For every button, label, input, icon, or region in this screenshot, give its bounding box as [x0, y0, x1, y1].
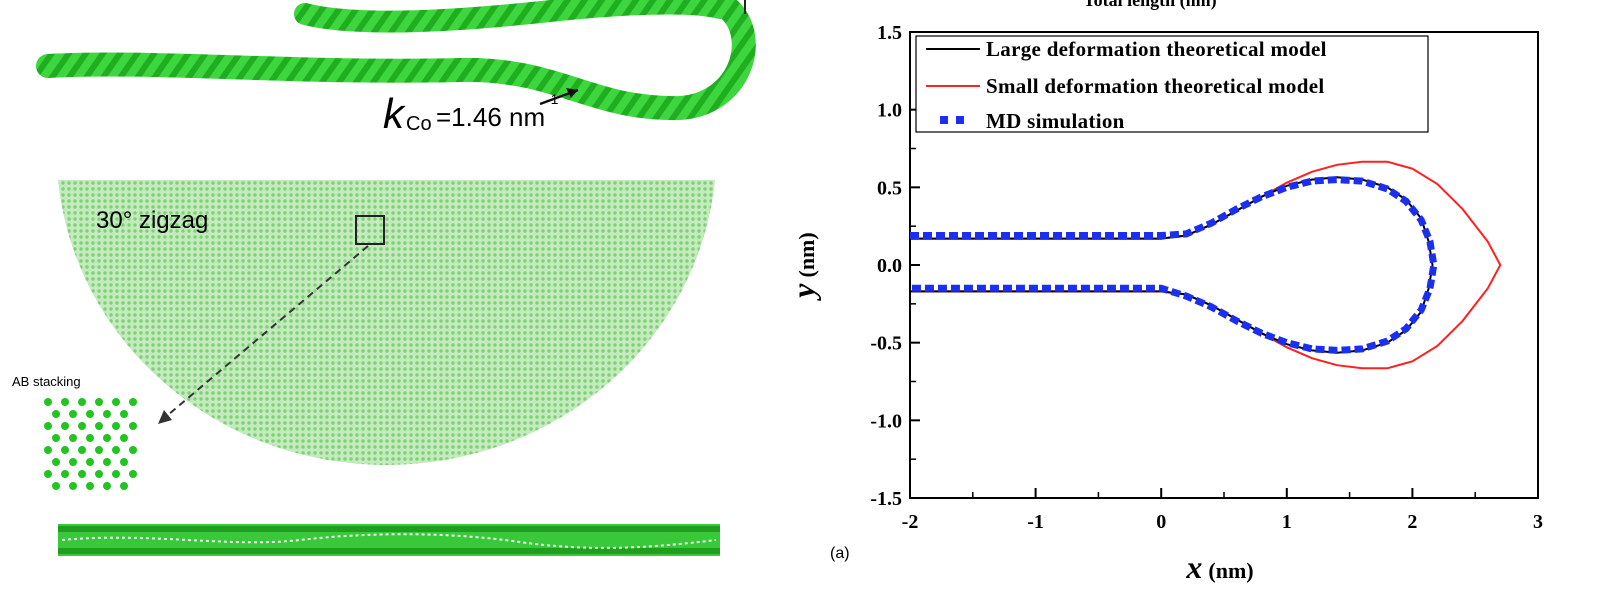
y-tick-label: -1.0 [870, 410, 902, 432]
x-tick-label: -1 [1027, 511, 1044, 533]
lattice-atom [44, 398, 52, 406]
legend-label-md: MD simulation [986, 109, 1125, 133]
flat-bilayer-ribbon [58, 524, 720, 556]
x-axis: -2 -1 0 1 2 3 [902, 488, 1543, 533]
y-axis-unit: (nm) [794, 232, 819, 277]
y-tick-label: -0.5 [870, 333, 902, 355]
y-axis: 1.5 1.0 0.5 0.0 -0.5 -1.0 -1.5 [870, 22, 920, 510]
lattice-atom [44, 446, 52, 454]
x-tick-label: -2 [902, 511, 919, 533]
curvature-arrowhead [566, 88, 578, 98]
lattice-atom [69, 410, 77, 418]
series-md-simulation [910, 176, 1438, 354]
lattice-atom [86, 482, 94, 490]
loop-profile-chart: Total length (nm) 1.5 1.0 0.5 0.0 -0.5 -1.0 -1… [785, 0, 1543, 585]
lattice-atom [103, 410, 111, 418]
lattice-atom [44, 470, 52, 478]
lattice-atom [44, 422, 52, 430]
svg-text:x(nm): x (nm) [1185, 549, 1253, 585]
y-tick-label: 1.5 [877, 22, 902, 44]
lattice-atom [112, 398, 120, 406]
lattice-atom [112, 470, 120, 478]
lattice-atom [61, 446, 69, 454]
lattice-atom [120, 434, 128, 442]
lattice-atom [86, 434, 94, 442]
lattice-atom [52, 410, 60, 418]
svg-text:y(nm): y (nm) [785, 232, 821, 301]
half-disc-flake: 30° zigzag [58, 180, 715, 465]
lattice-atom [103, 434, 111, 442]
lattice-atom [78, 470, 86, 478]
x-axis-title: x (nm) [1185, 549, 1253, 585]
zoom-arrowhead [158, 410, 172, 424]
legend-swatch-md-1 [940, 116, 948, 124]
lattice-atom [129, 422, 137, 430]
series-small-deformation [910, 160, 1502, 370]
x-tick-label: 1 [1282, 511, 1292, 533]
y-tick-label: 0.0 [877, 255, 902, 277]
lattice-atom [129, 446, 137, 454]
legend-label-small: Small deformation theoretical model [986, 74, 1324, 98]
lattice-atom [61, 422, 69, 430]
lattice-atom [69, 434, 77, 442]
lattice-atom [61, 470, 69, 478]
lattice-atom [95, 422, 103, 430]
lattice-atom [120, 410, 128, 418]
lattice-atom [129, 470, 137, 478]
molecular-illustration: k Co =1.46 nm -1 30° zigzag AB stacking [12, 0, 756, 556]
ab-lattice [44, 398, 137, 490]
inset-label: AB stacking [12, 374, 81, 389]
x-axis-unit: (nm) [1208, 558, 1253, 583]
curvature-symbol: k [383, 90, 406, 137]
lattice-atom [112, 446, 120, 454]
lattice-atom [95, 446, 103, 454]
zoom-box [355, 215, 385, 245]
lattice-atom [52, 482, 60, 490]
lattice-atom [120, 458, 128, 466]
series-layer [910, 160, 1502, 370]
lattice-atom [112, 422, 120, 430]
lattice-atom [61, 398, 69, 406]
flake-label: 30° zigzag [96, 207, 208, 234]
x-axis-symbol: x [1185, 549, 1202, 585]
curvature-annotation: k Co =1.46 nm -1 [383, 88, 579, 137]
lattice-atom [120, 482, 128, 490]
lattice-atom [129, 398, 137, 406]
lattice-atom [52, 434, 60, 442]
panel-tag: (a) [830, 545, 850, 562]
molecular-illustration-panel: k Co =1.46 nm -1 30° zigzag AB stacking [0, 0, 780, 600]
zoom-arrow [161, 245, 369, 421]
x-tick-label: 0 [1156, 511, 1166, 533]
legend: Large deformation theoretical model Smal… [915, 35, 1429, 133]
x-tick-label: 2 [1407, 511, 1417, 533]
legend-box [915, 35, 1429, 133]
legend-swatch-md-2 [956, 116, 964, 124]
y-tick-label: 1.0 [877, 100, 902, 122]
legend-label-large: Large deformation theoretical model [986, 37, 1327, 61]
lattice-atom [95, 470, 103, 478]
lattice-atom [78, 398, 86, 406]
y-tick-label: 0.5 [877, 177, 902, 199]
lattice-atom [95, 398, 103, 406]
lattice-atom [52, 458, 60, 466]
y-tick-label: -1.5 [870, 488, 902, 510]
y-axis-symbol: y [785, 283, 821, 302]
lattice-atom [78, 422, 86, 430]
y-axis-title: y (nm) [785, 232, 821, 301]
lattice-atom [103, 458, 111, 466]
lattice-atom [69, 458, 77, 466]
lattice-atom [86, 410, 94, 418]
series-large-deformation [910, 176, 1434, 354]
folded-ribbon [36, 0, 756, 121]
x-tick-label: 3 [1533, 511, 1543, 533]
lattice-atom [78, 446, 86, 454]
lattice-atom [103, 482, 111, 490]
curvature-subscript: Co [406, 113, 432, 135]
top-axis-title: Total length (nm) [1083, 0, 1216, 11]
curvature-value: =1.46 nm [436, 102, 545, 132]
chart-panel: Total length (nm) 1.5 1.0 0.5 0.0 -0.5 -1.0 -1… [780, 0, 1600, 600]
lattice-atom [86, 458, 94, 466]
ab-stacking-inset: AB stacking [12, 374, 137, 490]
lattice-atom [69, 482, 77, 490]
